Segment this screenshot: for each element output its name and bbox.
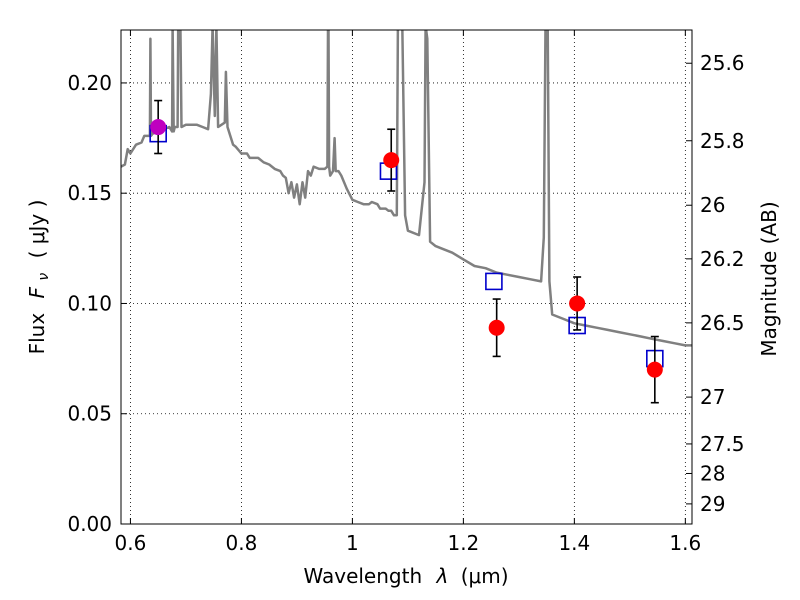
x-tick-label: 1.4	[558, 531, 590, 555]
y-axis-units: ( μJy )	[25, 200, 49, 259]
observed-photometry-point	[646, 361, 663, 378]
y-axis-symbol: F	[25, 286, 49, 298]
plot-background	[121, 30, 692, 524]
magnitude-tick-label: 26	[700, 193, 725, 217]
y-tick-label: 0.00	[67, 512, 112, 536]
magnitude-tick-label: 25.8	[700, 129, 745, 153]
observed-photometry-point	[383, 152, 400, 169]
magnitude-tick-label: 27	[700, 385, 725, 409]
magnitude-tick-label: 28	[700, 461, 725, 485]
sed-model-line	[121, 30, 692, 347]
y-tick-label: 0.10	[67, 291, 112, 315]
y2-axis-title: Magnitude (AB)	[757, 201, 781, 356]
y-tick-label: 0.15	[67, 181, 112, 205]
markers-group	[149, 99, 664, 404]
plot-frame	[120, 29, 693, 525]
ticks-group: 0.6 0.8 1 1.2 1.4 1.6 0.00 0.05 0.10 0.15 0.20 25.6…	[67, 30, 745, 555]
y-axis-title: Flux F ν ( μJy )	[25, 200, 53, 355]
observed-photometry-point	[150, 119, 167, 136]
y-tick-label: 0.05	[67, 402, 112, 426]
y-tick-label: 0.20	[67, 71, 112, 95]
model-photometry-marker	[485, 272, 503, 291]
x-tick-label: 0.6	[115, 531, 147, 555]
x-tick-label: 1.6	[669, 531, 701, 555]
y-axis-subscript: ν	[36, 273, 52, 281]
sed-curve-group	[121, 30, 692, 347]
magnitude-tick-label: 26.5	[700, 311, 745, 335]
x-axis-units: (μm)	[461, 564, 509, 588]
x-tick-label: 0.8	[226, 531, 258, 555]
observed-photometry-point	[569, 295, 586, 312]
magnitude-tick-label: 26.2	[700, 247, 745, 271]
x-axis-title: Wavelength λ (μm)	[303, 564, 508, 588]
y-axis-label: Flux	[25, 313, 49, 355]
magnitude-tick-label: 25.6	[700, 51, 745, 75]
x-axis-symbol: λ	[436, 564, 449, 588]
observed-photometry-point	[488, 319, 505, 336]
x-axis-label: Wavelength	[303, 564, 422, 588]
magnitude-tick-label: 29	[700, 492, 725, 516]
magnitude-tick-label: 27.5	[700, 432, 745, 456]
x-tick-label: 1.2	[447, 531, 479, 555]
x-tick-label: 1	[346, 531, 359, 555]
